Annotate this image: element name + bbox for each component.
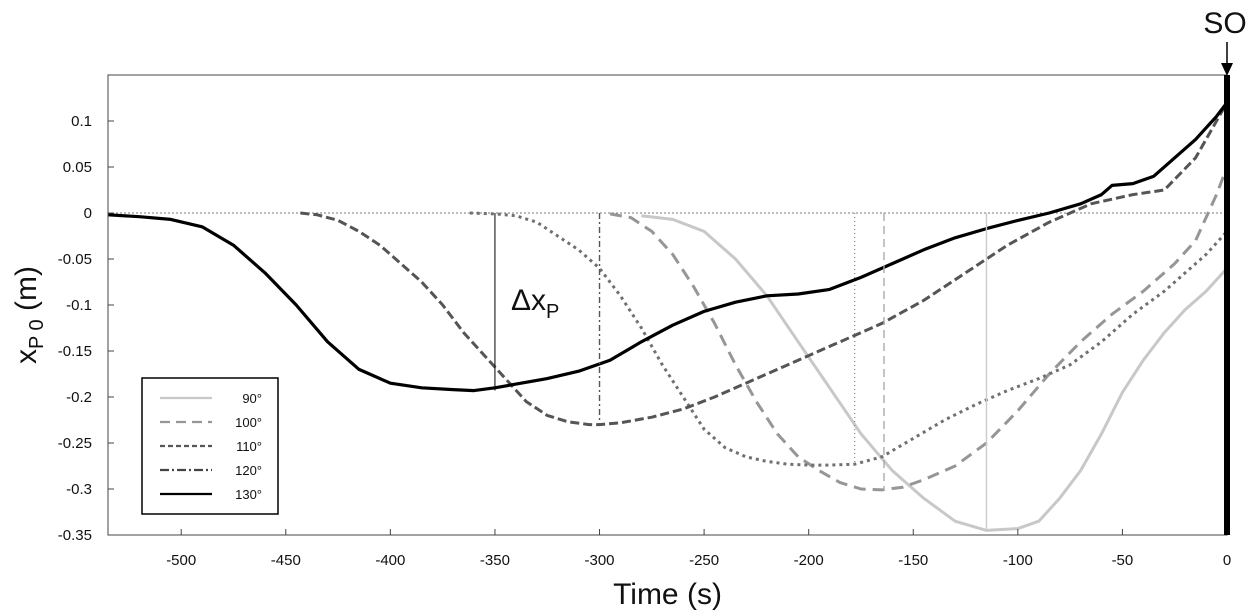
x-tick-label: -350 (480, 552, 510, 569)
x-tick-label: -100 (1003, 552, 1033, 569)
y-axis-title: xP 0 (m) (10, 266, 48, 364)
legend-label: 120° (235, 463, 262, 478)
y-tick-label: 0 (84, 205, 92, 222)
y-tick-label: 0.05 (63, 159, 92, 176)
axis-layer: -500 -450 -400 -350 -300 -250 -200 -150 -100 -50 0… (58, 113, 1231, 569)
marker-layer (494, 213, 988, 531)
series-line-1 (641, 214, 1229, 532)
legend-label: 100° (235, 415, 262, 430)
x-tick-label: -400 (375, 552, 405, 569)
so-arrow-head (1221, 63, 1233, 76)
series-line-4 (300, 101, 1229, 427)
x-axis-title: Time (s) (613, 578, 722, 611)
y-tick-label: -0.15 (58, 343, 92, 360)
series-line-2 (609, 166, 1229, 492)
x-tick-label: -450 (271, 552, 301, 569)
x-tick-label: -50 (1112, 552, 1134, 569)
y-tick-label: -0.1 (66, 297, 92, 314)
y-tick-label: -0.3 (66, 481, 92, 498)
y-axis-title-main: x (10, 349, 43, 364)
delta-sub: P (546, 301, 559, 323)
y-tick-label: -0.2 (66, 389, 92, 406)
series-line-3 (469, 211, 1229, 467)
x-tick-label: -300 (585, 552, 615, 569)
y-tick-label: -0.05 (58, 251, 92, 268)
y-axis-title-unit: (m) (10, 266, 43, 319)
series-line-5 (107, 101, 1229, 393)
y-tick-label: -0.35 (58, 527, 92, 544)
y-tick-label: -0.25 (58, 435, 92, 452)
so-label: SO (1203, 7, 1246, 40)
legend-label: 130° (235, 487, 262, 502)
x-tick-label: -150 (898, 552, 928, 569)
delta-xp-annotation: ΔxP (511, 284, 559, 323)
y-tick-label: 0.1 (71, 113, 92, 130)
x-tick-label: -200 (794, 552, 824, 569)
delta-main: Δx (511, 284, 546, 317)
legend: 90° 100° 110° 120° 130° (141, 377, 279, 515)
x-tick-label: 0 (1223, 552, 1231, 569)
x-tick-label: -250 (689, 552, 719, 569)
legend-label: 90° (242, 391, 262, 406)
so-marker: SO (1203, 7, 1247, 535)
x-tick-label: -500 (166, 552, 196, 569)
y-axis-title-sub: P 0 (26, 319, 48, 349)
legend-label: 110° (236, 439, 262, 454)
